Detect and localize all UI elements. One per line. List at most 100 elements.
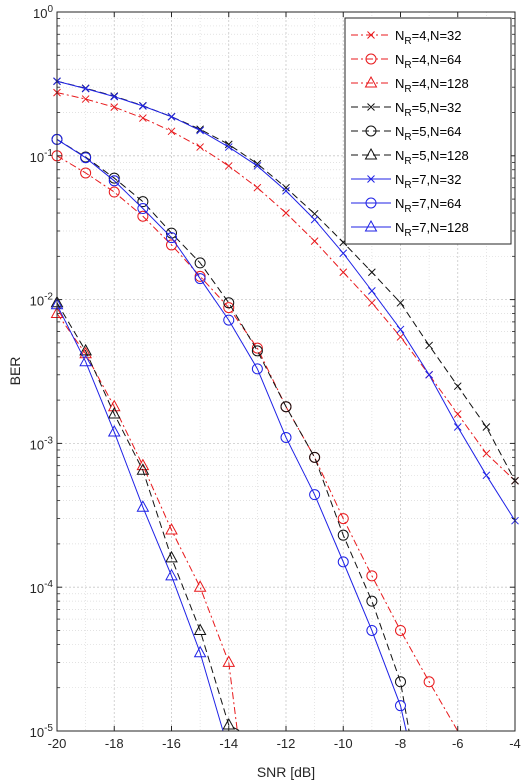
legend-marker bbox=[365, 125, 377, 137]
legend-label: NR=7,N=128 bbox=[395, 220, 469, 239]
series-line bbox=[56, 138, 410, 732]
data-point bbox=[193, 623, 207, 635]
data-point bbox=[309, 489, 321, 501]
legend: NR=4,N=32 NR=4,N=64 NR=4,N=128 NR=5,N=32 NR=… bbox=[344, 17, 512, 245]
data-point bbox=[80, 167, 92, 179]
legend-item: NR=5,N=128 bbox=[351, 147, 469, 167]
series-line bbox=[56, 313, 238, 732]
data-point bbox=[253, 162, 262, 170]
data-point bbox=[453, 382, 462, 391]
y-tick-label: 10-1 bbox=[30, 148, 54, 165]
data-point bbox=[396, 298, 405, 307]
legend-label: NR=7,N=32 bbox=[395, 172, 462, 191]
data-point bbox=[366, 624, 378, 636]
data-point bbox=[310, 215, 319, 224]
data-point bbox=[110, 92, 119, 101]
data-point bbox=[137, 203, 149, 215]
legend-label: NR=5,N=32 bbox=[395, 100, 462, 119]
y-tick-label: 10-3 bbox=[30, 435, 54, 452]
legend-marker bbox=[365, 53, 377, 65]
series-7 bbox=[53, 77, 519, 525]
x-tick-label: -12 bbox=[277, 736, 296, 751]
legend-label: NR=4,N=32 bbox=[395, 28, 462, 47]
data-point bbox=[166, 232, 177, 244]
data-point bbox=[309, 451, 321, 463]
data-point bbox=[453, 423, 462, 431]
data-point bbox=[107, 424, 121, 437]
data-point bbox=[110, 103, 119, 111]
legend-label: NR=4,N=64 bbox=[395, 52, 462, 71]
data-point bbox=[368, 298, 376, 307]
data-point bbox=[425, 341, 433, 350]
x-tick-labels: -20 -18 -16 -14 -12 -10 -8 -6 -4 bbox=[48, 736, 521, 751]
legend-item: NR=4,N=32 bbox=[351, 28, 462, 47]
data-point bbox=[165, 522, 178, 535]
legend-label: NR=7,N=64 bbox=[395, 196, 462, 215]
legend-item: NR=4,N=128 bbox=[351, 75, 469, 95]
y-axis-label: BER bbox=[7, 357, 23, 386]
data-point bbox=[482, 423, 491, 431]
data-point bbox=[79, 354, 92, 367]
data-point bbox=[280, 431, 292, 443]
data-point bbox=[137, 210, 149, 222]
legend-label: NR=5,N=64 bbox=[395, 124, 462, 143]
legend-box bbox=[344, 17, 512, 245]
legend-item: NR=7,N=128 bbox=[351, 219, 469, 239]
legend-marker bbox=[364, 147, 378, 160]
data-point bbox=[223, 302, 235, 314]
legend-marker bbox=[367, 175, 375, 183]
data-point bbox=[310, 209, 319, 218]
legend-item: NR=7,N=64 bbox=[351, 196, 462, 215]
data-point bbox=[139, 114, 147, 122]
data-point bbox=[366, 570, 378, 582]
data-point bbox=[310, 237, 319, 245]
data-point bbox=[339, 249, 348, 258]
data-point bbox=[337, 529, 349, 541]
data-point bbox=[395, 700, 406, 712]
legend-label: NR=5,N=128 bbox=[395, 148, 469, 167]
data-point bbox=[253, 183, 262, 192]
data-point bbox=[136, 463, 150, 475]
series-line bbox=[56, 92, 516, 482]
legend-item: NR=5,N=64 bbox=[351, 124, 462, 143]
legend-label: NR=4,N=128 bbox=[395, 76, 469, 95]
x-tick-label: -4 bbox=[509, 736, 521, 751]
legend-marker bbox=[365, 197, 377, 209]
data-point bbox=[395, 624, 406, 636]
data-point bbox=[396, 325, 405, 334]
data-point bbox=[222, 655, 236, 667]
legend-marker bbox=[367, 31, 375, 39]
series-line bbox=[56, 155, 459, 732]
legend-marker bbox=[364, 75, 378, 88]
data-point bbox=[282, 209, 290, 217]
x-tick-label: -20 bbox=[48, 736, 67, 751]
data-point bbox=[196, 126, 204, 135]
series-line bbox=[56, 138, 407, 732]
data-point bbox=[80, 152, 92, 164]
data-point bbox=[108, 175, 120, 187]
data-point bbox=[167, 127, 176, 136]
series-layer bbox=[50, 77, 519, 732]
data-point bbox=[79, 346, 92, 359]
y-tick-label: 10-5 bbox=[30, 723, 54, 740]
data-point bbox=[81, 84, 90, 93]
data-point bbox=[223, 314, 235, 326]
data-point bbox=[193, 645, 207, 658]
x-tick-label: -10 bbox=[334, 736, 353, 751]
data-point bbox=[108, 186, 120, 198]
data-point bbox=[167, 112, 176, 121]
x-tick-label: -16 bbox=[162, 736, 181, 751]
data-point bbox=[194, 273, 206, 285]
data-point bbox=[368, 287, 376, 295]
series-5 bbox=[51, 133, 410, 732]
data-point bbox=[194, 257, 206, 269]
data-point bbox=[251, 345, 263, 357]
series-line bbox=[56, 302, 241, 732]
data-point bbox=[280, 401, 292, 413]
data-point bbox=[337, 556, 349, 568]
data-point bbox=[366, 595, 378, 607]
data-point bbox=[396, 333, 405, 341]
data-point bbox=[423, 676, 435, 688]
data-point bbox=[395, 676, 406, 688]
